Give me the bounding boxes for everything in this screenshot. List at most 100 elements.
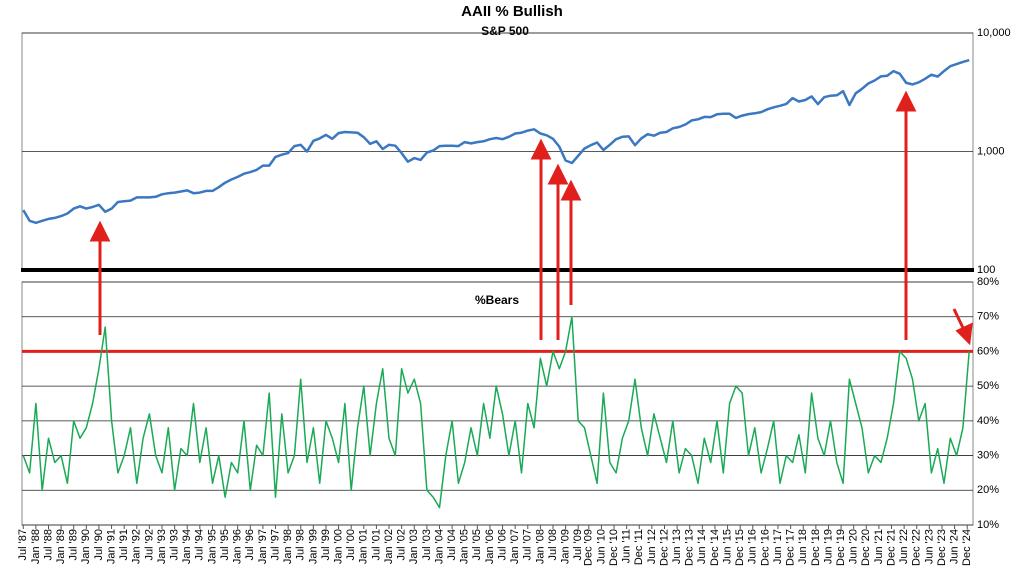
x-tick-label: Jul '89 bbox=[68, 529, 80, 560]
x-tick-label: Jul '00 bbox=[345, 529, 357, 560]
x-tick-label: Dec '10 bbox=[608, 529, 620, 566]
x-tick-label: Dec '23 bbox=[936, 529, 948, 566]
x-tick-label: Jun '20 bbox=[848, 529, 860, 564]
chart-subtitle: S&P 500 bbox=[481, 24, 529, 38]
x-tick-label: Jan '89 bbox=[55, 529, 67, 564]
x-tick-label: Jan '88 bbox=[30, 529, 42, 564]
x-tick-label: Jan '91 bbox=[105, 529, 117, 564]
x-tick-label: Jan '00 bbox=[332, 529, 344, 564]
x-tick-label: Jun '19 bbox=[822, 529, 834, 564]
x-tick-label: Jan '03 bbox=[408, 529, 420, 564]
x-tick-label: Jun '21 bbox=[873, 529, 885, 564]
x-tick-label: Dec '13 bbox=[684, 529, 696, 566]
x-tick-label: Jun '16 bbox=[747, 529, 759, 564]
x-tick-label: Dec '24 bbox=[961, 529, 973, 566]
x-tick-label: Jun '17 bbox=[772, 529, 784, 564]
x-tick-label: Dec '22 bbox=[911, 529, 923, 566]
y-tick-label: 10,000 bbox=[977, 27, 1011, 39]
y-tick-label: 50% bbox=[977, 380, 999, 392]
x-tick-label: Dec '15 bbox=[734, 529, 746, 566]
x-tick-label: Jun '18 bbox=[797, 529, 809, 564]
x-tick-label: Jan '98 bbox=[282, 529, 294, 564]
x-tick-label: Jul '91 bbox=[118, 529, 130, 560]
panel-title: %Bears bbox=[475, 293, 519, 307]
x-tick-label: Jan '90 bbox=[80, 529, 92, 564]
x-tick-label: Jan '08 bbox=[534, 529, 546, 564]
x-tick-label: Jan '95 bbox=[206, 529, 218, 564]
x-tick-label: Jul '87 bbox=[17, 529, 29, 560]
annotation-arrows bbox=[89, 90, 973, 346]
arrow-head bbox=[560, 179, 582, 201]
chart-title: AAII % Bullish bbox=[461, 3, 563, 20]
series-line bbox=[22, 315, 970, 509]
x-tick-label: Jul '93 bbox=[169, 529, 181, 560]
x-tick-label: Dec '11 bbox=[633, 529, 645, 565]
x-tick-label: Dec '17 bbox=[785, 529, 797, 566]
x-tick-label: Jul '06 bbox=[496, 529, 508, 560]
x-tick-label: Jun '15 bbox=[721, 529, 733, 564]
panel-separator bbox=[21, 268, 974, 272]
x-tick-label: Jun '10 bbox=[595, 529, 607, 564]
x-tick-label: Jul '95 bbox=[219, 529, 231, 560]
x-tick-label: Jul '94 bbox=[194, 529, 206, 560]
y-tick-label: 100 bbox=[977, 264, 995, 276]
x-tick-label: Jun '22 bbox=[898, 529, 910, 564]
arrow-head bbox=[955, 322, 973, 346]
x-tick-label: Jul '04 bbox=[446, 529, 458, 560]
x-tick-label: Dec '18 bbox=[810, 529, 822, 566]
y-tick-label: 60% bbox=[977, 345, 999, 357]
arrow-head bbox=[89, 220, 111, 242]
x-tick-label: Jul '97 bbox=[269, 529, 281, 560]
x-tick-label: Jul '98 bbox=[295, 529, 307, 560]
x-tick-label: Jul '90 bbox=[93, 529, 105, 560]
x-tick-label: Jun '13 bbox=[671, 529, 683, 564]
x-tick-label: Jun '11 bbox=[621, 529, 633, 563]
x-tick-label: Jan '09 bbox=[560, 529, 572, 564]
x-tick-label: Dec '20 bbox=[860, 529, 872, 566]
x-tick-label: Jun '23 bbox=[923, 529, 935, 564]
x-tick-label: Jan '01 bbox=[358, 529, 370, 564]
y-tick-label: 1,000 bbox=[977, 145, 1005, 157]
x-tick-label: Jun '12 bbox=[646, 529, 658, 564]
x-tick-label: Jan '97 bbox=[257, 529, 269, 564]
x-tick-label: Jan '92 bbox=[131, 529, 143, 564]
y-tick-label: 80% bbox=[977, 276, 999, 288]
x-tick-label: Jul '99 bbox=[320, 529, 332, 560]
x-tick-label: Jul '88 bbox=[42, 529, 54, 560]
x-tick-label: Dec '14 bbox=[709, 529, 721, 566]
x-tick-label: Jul '05 bbox=[471, 529, 483, 560]
x-tick-label: Jul '03 bbox=[421, 529, 433, 560]
y-tick-label: 70% bbox=[977, 311, 999, 323]
x-tick-label: Jul '01 bbox=[370, 529, 382, 560]
arrow-head bbox=[895, 90, 917, 112]
y-tick-label: 10% bbox=[977, 519, 999, 531]
x-tick-label: Jan '02 bbox=[383, 529, 395, 564]
x-tick-label: Dec '19 bbox=[835, 529, 847, 566]
x-tick-label: Jul '07 bbox=[522, 529, 534, 560]
x-tick-label: Jul '96 bbox=[244, 529, 256, 560]
arrow-head bbox=[547, 163, 569, 185]
arrow bbox=[952, 308, 966, 331]
x-tick-label: Jul '09 bbox=[572, 529, 584, 560]
y-tick-label: 40% bbox=[977, 415, 999, 427]
x-tick-label: Dec '12 bbox=[658, 529, 670, 566]
series-line bbox=[22, 58, 970, 225]
x-tick-label: Jan '06 bbox=[484, 529, 496, 564]
y-tick-label: 30% bbox=[977, 449, 999, 461]
y-tick-label: 20% bbox=[977, 484, 999, 496]
x-tick-label: Jun '24 bbox=[948, 529, 960, 564]
x-tick-label: Dec '09 bbox=[583, 529, 595, 566]
x-tick-label: Jan '07 bbox=[509, 529, 521, 564]
x-tick-label: Jan '94 bbox=[181, 529, 193, 564]
x-tick-label: Jul '02 bbox=[396, 529, 408, 560]
x-tick-label: Jan '99 bbox=[307, 529, 319, 564]
x-tick-label: Jul '92 bbox=[143, 529, 155, 560]
x-tick-label: Jul '08 bbox=[547, 529, 559, 560]
x-tick-label: Jun '14 bbox=[696, 529, 708, 564]
x-tick-label: Dec '21 bbox=[885, 529, 897, 566]
x-tick-label: Jan '96 bbox=[232, 529, 244, 564]
x-tick-label: Jan '93 bbox=[156, 529, 168, 564]
x-tick-label: Jan '05 bbox=[459, 529, 471, 564]
